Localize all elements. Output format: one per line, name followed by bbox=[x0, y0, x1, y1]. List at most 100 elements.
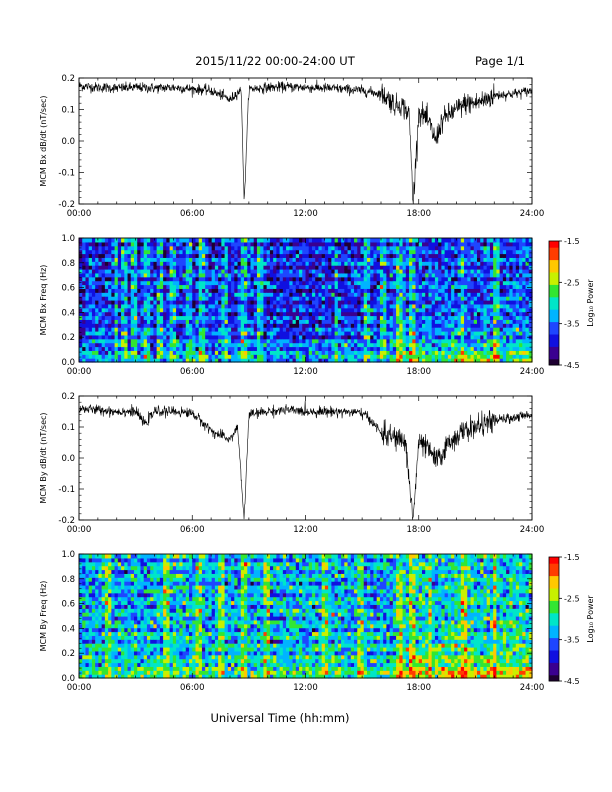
spectrogram-cell bbox=[396, 249, 400, 255]
spectrogram-cell bbox=[506, 296, 510, 301]
spectrogram-cell bbox=[519, 253, 523, 258]
page-title: 2015/11/22 00:00-24:00 UT bbox=[195, 54, 355, 68]
spectrogram-cell bbox=[104, 350, 109, 355]
spectrogram-cell bbox=[289, 280, 294, 286]
spectrogram-cell bbox=[373, 276, 378, 282]
spectrogram-cell bbox=[214, 272, 219, 278]
spectrogram-cell bbox=[134, 253, 138, 258]
spectrogram-cell bbox=[396, 276, 400, 282]
spectrogram-cell bbox=[121, 261, 125, 266]
spectrogram-cell bbox=[88, 276, 93, 282]
spectrogram-cell bbox=[473, 338, 478, 344]
spectrogram-cell bbox=[195, 300, 200, 305]
spectrogram-cell bbox=[198, 331, 203, 336]
spectrogram-cell bbox=[292, 327, 297, 332]
spectrogram-cell bbox=[421, 311, 426, 317]
spectrogram-cell bbox=[328, 288, 332, 293]
spectrogram-cell bbox=[347, 276, 352, 282]
spectrogram-cell bbox=[467, 288, 472, 293]
spectrogram-cell bbox=[211, 346, 216, 351]
spectrogram-cell bbox=[150, 346, 155, 351]
spectrogram-cell bbox=[373, 354, 378, 359]
spectrogram-cell bbox=[396, 238, 400, 243]
y-tick-label: 1.0 bbox=[61, 234, 75, 244]
spectrogram-cell bbox=[502, 238, 507, 243]
spectrogram-cell bbox=[366, 300, 371, 305]
spectrogram-cell bbox=[156, 288, 161, 293]
spectrogram-cell bbox=[354, 280, 358, 286]
spectrogram-cell bbox=[79, 249, 83, 255]
spectrogram-cell bbox=[470, 315, 475, 320]
spectrogram-cell bbox=[464, 327, 468, 332]
spectrogram-cell bbox=[299, 276, 303, 282]
spectrogram-cell bbox=[85, 650, 90, 656]
spectrogram-cell bbox=[185, 296, 190, 301]
spectrogram-cell bbox=[185, 292, 190, 297]
spectrogram-cell bbox=[396, 334, 400, 340]
spectrogram-cell bbox=[489, 249, 494, 255]
spectrogram-cell bbox=[282, 292, 287, 297]
spectrogram-cell bbox=[182, 358, 187, 363]
spectrogram-cell bbox=[354, 269, 358, 274]
spectrogram-cell bbox=[311, 265, 316, 270]
spectrogram-cell bbox=[176, 315, 180, 320]
spectrogram-cell bbox=[373, 249, 378, 255]
spectrogram-cell bbox=[218, 319, 222, 324]
spectrogram-cell bbox=[208, 288, 213, 293]
spectrogram-cell bbox=[451, 315, 455, 320]
spectrogram-cell bbox=[130, 276, 135, 282]
spectrogram-cell bbox=[88, 257, 93, 262]
spectrogram-cell bbox=[124, 350, 129, 355]
spectrogram-cell bbox=[344, 327, 349, 332]
spectrogram-cell bbox=[286, 315, 290, 320]
spectrogram-cell bbox=[519, 354, 523, 359]
spectrogram-cell bbox=[247, 261, 252, 266]
spectrogram-cell bbox=[331, 292, 336, 297]
spectrogram-cell bbox=[334, 272, 339, 278]
spectrogram-cell bbox=[88, 666, 93, 671]
spectrogram-cell bbox=[117, 238, 122, 243]
spectrogram-cell bbox=[412, 315, 417, 320]
spectrogram-cell bbox=[464, 323, 468, 328]
spectrogram-cell bbox=[379, 272, 384, 278]
spectrogram-cell bbox=[373, 358, 378, 363]
spectrogram-cell bbox=[354, 253, 358, 258]
spectrogram-cell bbox=[208, 238, 213, 243]
spectrogram-cell bbox=[156, 249, 161, 255]
spectrogram-cell bbox=[441, 280, 446, 286]
spectrogram-cell bbox=[489, 253, 494, 258]
spectrogram-cell bbox=[163, 338, 167, 344]
spectrogram-cell bbox=[276, 292, 281, 297]
spectrogram-cell bbox=[169, 358, 174, 363]
spectrogram-cell bbox=[399, 342, 404, 348]
colorbar-segment bbox=[549, 323, 559, 327]
spectrogram-cell bbox=[182, 346, 187, 351]
spectrogram-cell bbox=[176, 300, 180, 305]
spectrogram-cell bbox=[473, 307, 478, 313]
spectrogram-cell bbox=[402, 257, 407, 262]
spectrogram-cell bbox=[273, 323, 277, 328]
spectrogram-cell bbox=[82, 319, 87, 324]
spectrogram-cell bbox=[366, 276, 371, 282]
spectrogram-cell bbox=[289, 261, 294, 266]
spectrogram-cell bbox=[295, 280, 300, 286]
spectrogram-cell bbox=[98, 303, 103, 309]
spectrogram-cell bbox=[444, 319, 449, 324]
spectrogram-cell bbox=[169, 249, 174, 255]
spectrogram-cell bbox=[405, 288, 410, 293]
spectrogram-cell bbox=[88, 670, 93, 675]
spectrogram-cell bbox=[464, 346, 468, 351]
spectrogram-cell bbox=[153, 315, 158, 320]
spectrogram-cell bbox=[451, 280, 455, 286]
spectrogram-cell bbox=[334, 346, 339, 351]
spectrogram-cell bbox=[214, 280, 219, 286]
spectrogram-cell bbox=[428, 315, 433, 320]
spectrogram-cell bbox=[402, 245, 407, 251]
spectrogram-cell bbox=[373, 327, 378, 332]
spectrogram-cell bbox=[473, 303, 478, 309]
spectrogram-cell bbox=[434, 245, 439, 251]
spectrogram-cell bbox=[399, 249, 404, 255]
spectrogram-cell bbox=[363, 307, 368, 313]
spectrogram-cell bbox=[124, 241, 129, 247]
spectrogram-cell bbox=[153, 245, 158, 251]
